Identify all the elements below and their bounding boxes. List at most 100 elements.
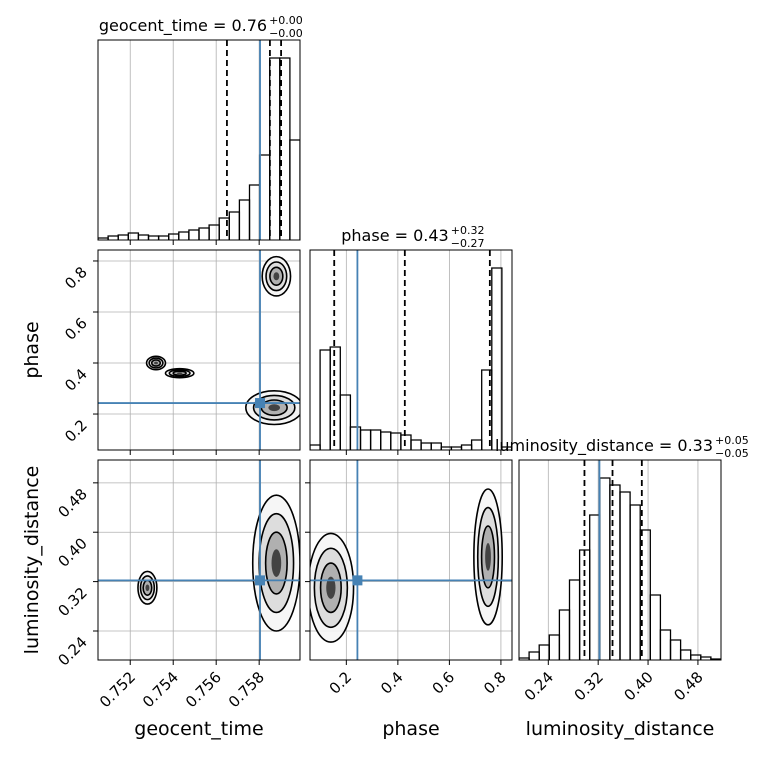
panel-title: phase = 0.43 [341,226,448,245]
panel-title: geocent_time = 0.76 [99,16,267,36]
hist-bin [430,442,442,450]
density-contour [145,584,150,592]
hist-bin [659,629,672,660]
x-tick-label: 0.40 [621,668,657,704]
hist-bin [329,346,341,450]
plot-area [310,250,512,450]
density-contour [176,372,183,375]
hist-bin [690,654,702,660]
panel-frame [97,39,301,241]
plot-area [98,40,300,240]
title-lower: −0.05 [715,447,749,460]
hist-bin [460,444,473,450]
x-axis-label: geocent_time [134,718,263,740]
hist-bin [679,649,692,660]
hist-bin [629,504,641,660]
hist-bin [127,232,140,240]
y-tick-label: 0.24 [54,633,90,669]
panel: 0.24 0.32 0.40 0.48 luminosity_distance = 0.… [495,434,749,740]
x-tick-label: 0.4 [377,668,407,698]
hist-bin [568,579,581,660]
hist-bin [380,431,392,450]
hist-bin [147,235,160,240]
hist-bin [188,229,200,240]
hist-bin [198,227,210,240]
hist-bin [137,234,150,240]
x-tick-label: 0.752 [96,668,139,711]
y-tick-label: 0.2 [61,416,91,446]
hist-bin [248,184,261,240]
hist-bin [228,211,241,240]
density-contour [273,272,280,281]
x-tick-label: 0.48 [670,668,706,704]
title-upper: +0.00 [269,14,303,27]
title-upper: +0.05 [715,434,749,447]
hist-bin [599,477,611,660]
y-tick-label: 0.40 [54,534,90,570]
y-tick-label: 0.6 [61,314,91,344]
plot-area [98,460,300,660]
hist-bin [420,442,432,450]
y-tick-label: 0.8 [61,263,91,293]
density-contour [326,576,336,599]
hist-bin [238,199,251,240]
hist-bin [359,429,372,450]
title-lower: −0.27 [451,237,485,250]
hist-bin [669,639,682,660]
truth-marker [255,575,266,586]
panel: 0.2 0.4 0.6 0.8 phase [305,459,513,740]
panel: phase = 0.43 +0.32−0.27 [309,224,513,455]
hist-bin [619,491,631,660]
hist-bin [157,235,170,240]
y-axis-label: luminosity_distance [21,466,43,655]
plot-area [519,460,721,660]
title-lower: −0.00 [269,27,303,40]
hist-bin [548,634,561,660]
hist-bin [269,57,281,240]
y-tick-label: 0.48 [54,485,90,521]
hist-bin [558,609,571,660]
panel: 0.752 0.754 0.756 0.758 0.24 0.32 0.40 0.48 geoc… [21,459,301,740]
hist-bin [528,651,540,660]
panel-frame [97,249,301,451]
x-tick-label: 0.32 [571,668,607,704]
hist-bin [339,394,352,450]
density-contour [485,543,491,571]
hist-bin [310,444,321,450]
hist-bin [470,439,483,450]
hist-bin [117,234,129,240]
hist-bin [168,233,180,240]
hist-bin [649,594,662,660]
hist-bin [501,446,512,450]
x-tick-label: 0.758 [225,668,268,711]
panel-frame [518,459,722,661]
hist-bin [208,224,220,240]
panel: 0.2 0.4 0.6 0.8 phase [21,249,301,455]
x-tick-label: 0.756 [182,668,225,711]
density-contour [271,549,282,577]
density-contour [154,361,158,365]
truth-marker [352,575,363,586]
x-tick-label: 0.24 [521,668,557,704]
x-tick-label: 0.2 [326,668,356,698]
hist-bin [609,484,621,660]
hist-bin [178,231,190,240]
x-tick-label: 0.6 [429,668,459,698]
hist-bin [390,432,402,450]
x-axis-label: luminosity_distance [526,718,715,740]
title-upper: +0.32 [451,224,485,237]
hist-bin [258,154,271,240]
x-tick-label: 0.754 [139,668,182,711]
plot-area [310,460,512,660]
hist-bin [369,429,382,450]
x-axis-label: phase [382,718,439,740]
hist-bin [410,439,422,450]
y-tick-label: 0.32 [54,584,90,620]
panel-frame [309,459,513,661]
hist-bin [107,235,119,240]
density-contour [268,404,281,412]
hist-bin [538,644,550,660]
hist-bin [400,434,412,450]
y-tick-label: 0.4 [61,365,91,395]
hist-bin [491,267,503,450]
